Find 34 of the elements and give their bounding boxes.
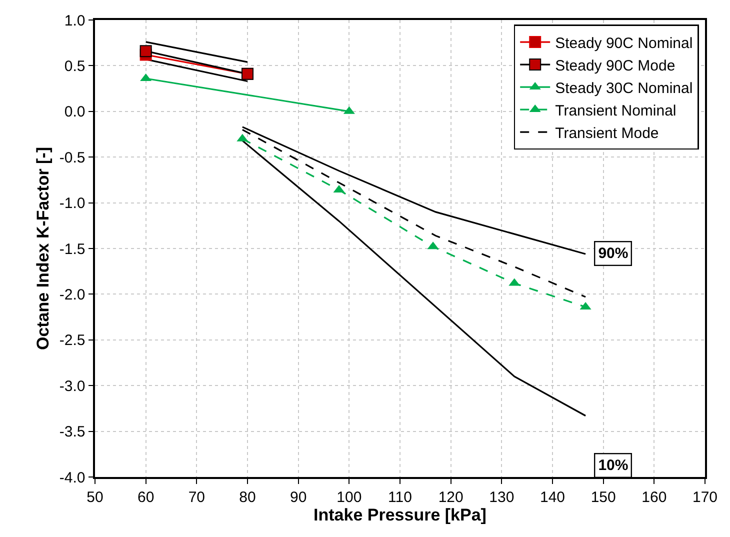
x-tick-label: 60 — [137, 488, 154, 506]
y-axis-title: Octane Index K-Factor [-] — [33, 146, 52, 350]
annotation: 10% — [598, 457, 628, 474]
x-tick-label: 100 — [336, 488, 362, 506]
x-tick-label: 130 — [489, 488, 514, 506]
x-tick-label: 80 — [239, 488, 256, 506]
y-tick-label: -2.0 — [59, 286, 86, 304]
annotation: 90% — [598, 245, 628, 262]
y-tick-label: 0.0 — [64, 104, 86, 121]
y-tick-label: -3.5 — [59, 424, 86, 441]
y-tick-label: -2.5 — [59, 332, 86, 350]
x-tick-label: 160 — [642, 488, 667, 506]
x-tick-label: 50 — [86, 488, 104, 506]
legend-label: Transient Nominal — [555, 102, 676, 120]
point — [140, 45, 152, 58]
y-tick-label: -3.0 — [59, 378, 86, 395]
legend-label: Steady 90C Mode — [555, 57, 676, 74]
x-tick-label: 150 — [590, 488, 616, 506]
legend-label: Steady 30C Nominal — [555, 80, 693, 97]
legend-label: Transient Mode — [555, 124, 659, 142]
x-tick-label: 70 — [188, 488, 206, 506]
legend-label: Steady 90C Nominal — [555, 34, 693, 52]
x-axis-title: Intake Pressure [kPa] — [314, 506, 486, 525]
y-tick-label: 0.5 — [64, 58, 86, 75]
x-tick-label: 170 — [692, 488, 718, 506]
y-tick-label: -0.5 — [59, 149, 86, 166]
x-tick-label: 90 — [290, 488, 307, 506]
x-tick-label: 110 — [388, 488, 412, 506]
x-tick-label: 120 — [438, 488, 464, 506]
y-tick-label: -1.5 — [59, 240, 86, 258]
y-tick-label: -1.0 — [59, 195, 86, 212]
x-tick-label: 140 — [540, 488, 566, 506]
y-tick-label: 1.0 — [64, 12, 86, 30]
y-tick-label: -4.0 — [59, 469, 86, 486]
